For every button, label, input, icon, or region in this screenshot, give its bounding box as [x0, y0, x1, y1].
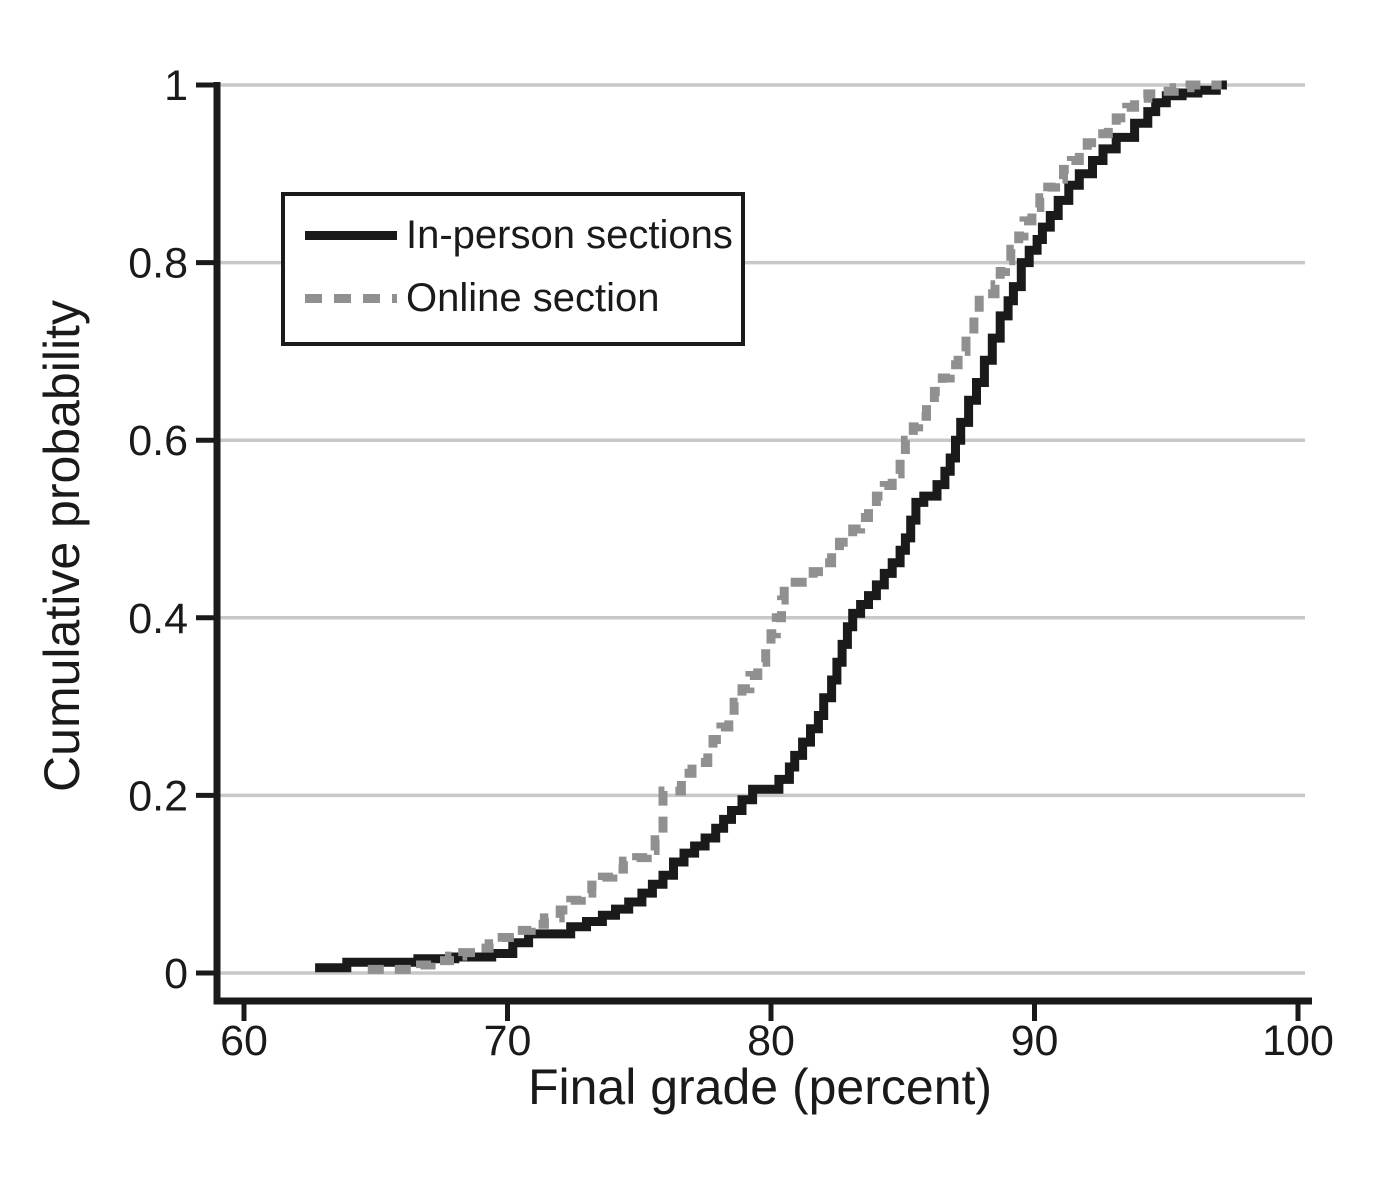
series-line-online	[367, 80, 1222, 974]
legend-solid-line-sample	[305, 231, 397, 240]
x-tick-label-90: 90	[1011, 1017, 1059, 1065]
y-axis-title: Cumulative probability	[34, 300, 90, 792]
y-tick-label-0.8: 0.8	[128, 240, 188, 288]
legend-entry-online: Online section	[305, 267, 741, 330]
y-tick-label-0.6: 0.6	[128, 417, 188, 465]
legend-label-online: Online section	[406, 276, 660, 320]
legend-label-in-person: In-person sections	[406, 213, 733, 257]
series-line-in-person	[315, 80, 1227, 973]
x-tick-label-60: 60	[220, 1017, 268, 1065]
legend-dashed-line-sample	[305, 294, 397, 303]
x-tick-label-100: 100	[1262, 1017, 1334, 1065]
y-tick-label-1: 1	[164, 62, 188, 110]
x-tick-label-80: 80	[747, 1017, 795, 1065]
y-tick-label-0.4: 0.4	[128, 595, 188, 643]
y-tick-label-0.2: 0.2	[128, 772, 188, 820]
x-axis-title: Final grade (percent)	[527, 1059, 993, 1115]
y-tick-label-0: 0	[164, 950, 188, 998]
legend: In-person sections Online section	[281, 192, 745, 346]
legend-entry-in-person: In-person sections	[305, 204, 741, 267]
x-tick-label-70: 70	[484, 1017, 532, 1065]
